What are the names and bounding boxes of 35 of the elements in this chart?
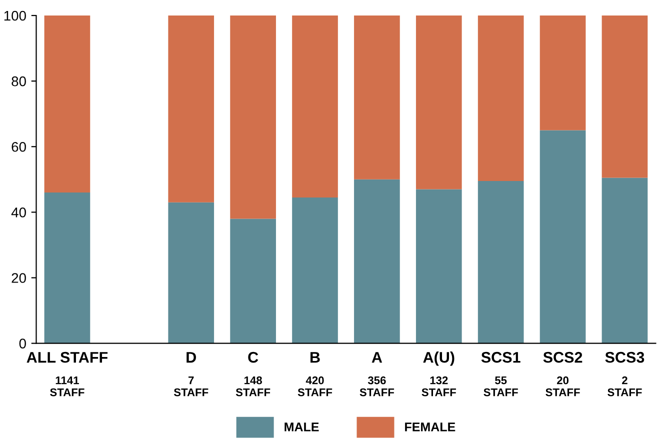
bar	[416, 189, 462, 344]
x-tick-label: A 356 STAFF	[360, 352, 394, 396]
bar	[44, 192, 90, 344]
y-tick-label: 100	[4, 10, 26, 21]
x-tick-label: SCS2 20 STAFF	[543, 352, 582, 396]
x-tick-label: SCS1 55 STAFF	[481, 352, 520, 396]
bar	[478, 181, 524, 344]
bar	[292, 197, 338, 344]
y-tick-label: 40	[11, 208, 26, 218]
bar	[44, 16, 90, 193]
bar	[168, 16, 214, 202]
x-tick-label: C 148 STAFF	[236, 352, 270, 396]
y-tick-label: 0	[19, 338, 26, 348]
bar	[292, 16, 338, 198]
bar	[230, 218, 276, 344]
bar	[602, 16, 648, 178]
bar	[354, 179, 400, 344]
bar	[168, 202, 214, 344]
bar	[416, 16, 462, 190]
bar	[230, 16, 276, 219]
bar	[602, 178, 648, 344]
x-tick-label: ALL STAFF 1141 STAFF	[26, 352, 108, 396]
x-tick-label: A(U) 132 STAFF	[422, 352, 456, 396]
x-tick-label: D 7 STAFF	[174, 352, 208, 396]
y-tick-label: 20	[12, 273, 26, 283]
bar	[540, 130, 586, 344]
x-tick-label: SCS3 2 STAFF	[605, 352, 644, 396]
y-tick-label: 60	[12, 142, 26, 152]
legend-label: FEMALE	[405, 422, 456, 432]
bar	[354, 16, 400, 180]
x-tick-label: B 420 STAFF	[298, 352, 332, 396]
bar	[540, 16, 586, 130]
legend-label: MALE	[284, 422, 319, 432]
y-tick-label: 80	[12, 76, 26, 86]
bar	[478, 16, 524, 182]
